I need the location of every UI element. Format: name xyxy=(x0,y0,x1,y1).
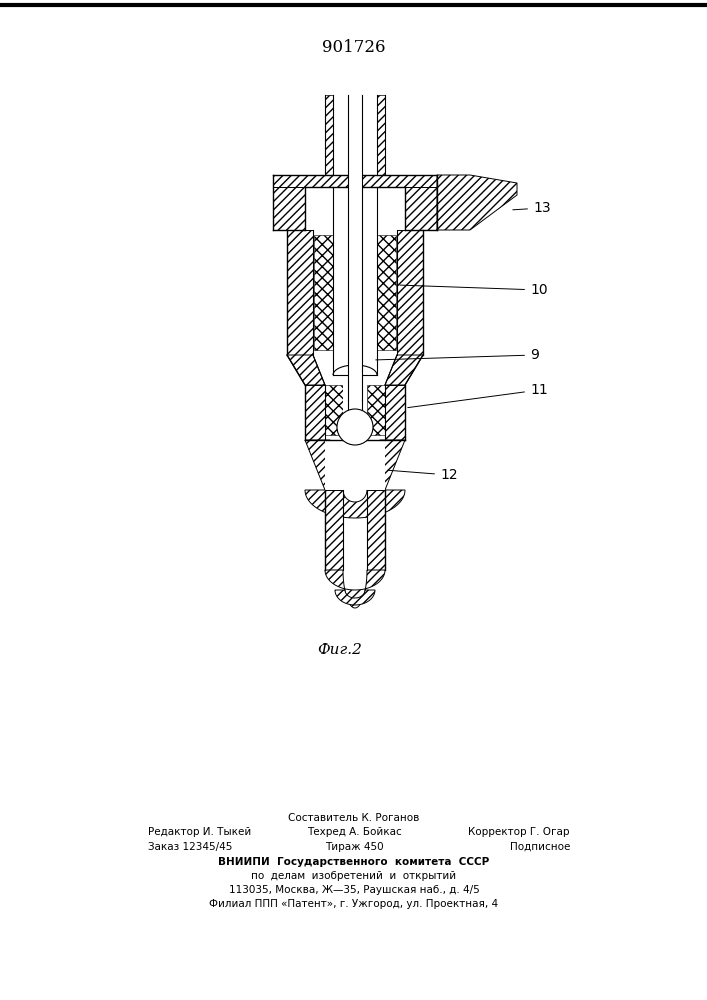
Polygon shape xyxy=(325,95,333,175)
Polygon shape xyxy=(397,230,423,355)
Polygon shape xyxy=(335,590,375,605)
Text: по  делам  изобретений  и  открытий: по делам изобретений и открытий xyxy=(252,871,457,881)
Polygon shape xyxy=(385,355,423,385)
Polygon shape xyxy=(273,187,305,230)
Text: Составитель К. Роганов: Составитель К. Роганов xyxy=(288,813,420,823)
Polygon shape xyxy=(367,490,385,570)
Text: Корректор Г. Огар: Корректор Г. Огар xyxy=(469,827,570,837)
Circle shape xyxy=(337,409,373,445)
Polygon shape xyxy=(273,175,437,187)
Polygon shape xyxy=(385,385,405,440)
Bar xyxy=(343,235,367,350)
Text: Тираж 450: Тираж 450 xyxy=(325,842,383,852)
Text: Фиг.2: Фиг.2 xyxy=(317,643,363,657)
Polygon shape xyxy=(325,490,343,570)
Bar xyxy=(343,385,367,435)
Text: 11: 11 xyxy=(408,383,548,408)
Polygon shape xyxy=(287,230,313,355)
Polygon shape xyxy=(437,175,517,230)
Polygon shape xyxy=(305,385,325,440)
Polygon shape xyxy=(305,440,343,490)
Text: Редактор И. Тыкей: Редактор И. Тыкей xyxy=(148,827,251,837)
Text: 13: 13 xyxy=(513,201,551,215)
Text: 901726: 901726 xyxy=(322,39,386,56)
Polygon shape xyxy=(305,490,405,518)
Text: 12: 12 xyxy=(387,468,457,482)
Text: Подписное: Подписное xyxy=(510,842,570,852)
Polygon shape xyxy=(325,385,343,435)
Polygon shape xyxy=(349,95,361,175)
Text: Техред А. Бойкас: Техред А. Бойкас xyxy=(307,827,402,837)
Polygon shape xyxy=(377,95,385,175)
Bar xyxy=(325,440,385,490)
Polygon shape xyxy=(325,570,385,608)
Text: ВНИИПИ  Государственного  комитета  СССР: ВНИИПИ Государственного комитета СССР xyxy=(218,857,490,867)
Text: 10: 10 xyxy=(399,283,548,297)
Polygon shape xyxy=(405,187,437,230)
Text: Заказ 12345/45: Заказ 12345/45 xyxy=(148,842,233,852)
Polygon shape xyxy=(367,440,405,490)
Bar xyxy=(348,95,362,400)
Text: 9: 9 xyxy=(376,348,539,362)
Polygon shape xyxy=(287,355,325,385)
Polygon shape xyxy=(367,385,385,435)
Bar xyxy=(333,187,377,375)
Text: Филиал ППП «Патент», г. Ужгород, ул. Проектная, 4: Филиал ППП «Патент», г. Ужгород, ул. Про… xyxy=(209,899,498,909)
Text: 113035, Москва, Ж—35, Раушская наб., д. 4/5: 113035, Москва, Ж—35, Раушская наб., д. … xyxy=(228,885,479,895)
Polygon shape xyxy=(314,235,343,350)
Polygon shape xyxy=(367,235,396,350)
